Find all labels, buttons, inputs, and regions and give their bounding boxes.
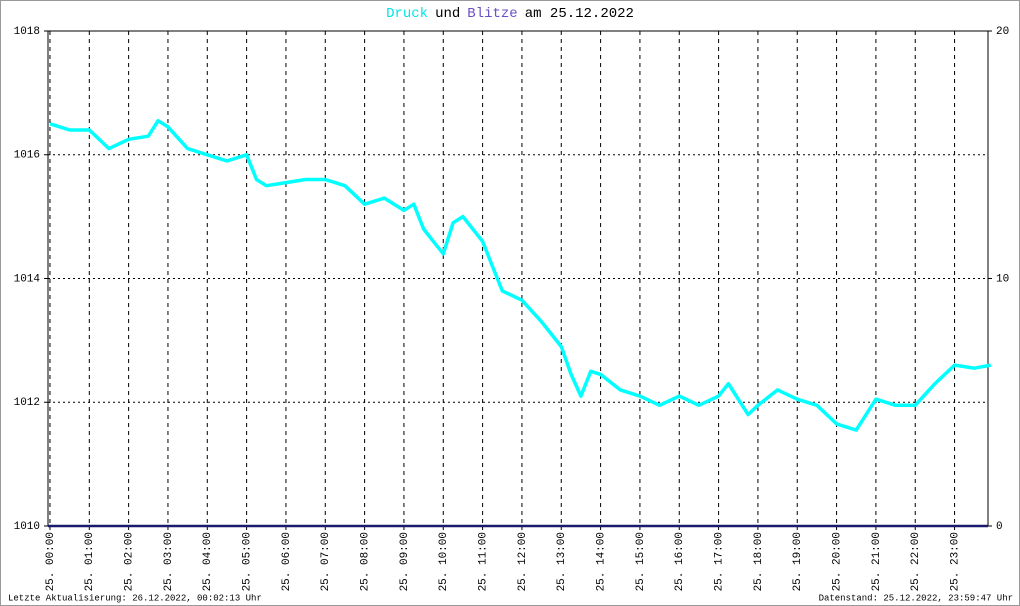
title-part: Blitze [467,6,517,22]
x-tick-label: 25. 11:00 [478,532,490,591]
x-tick-label: 25. 02:00 [124,532,136,591]
x-tick-label: 25. 09:00 [399,532,411,591]
y-tick-label: 1018 [14,26,40,38]
x-tick-label: 25. 20:00 [831,532,843,591]
x-tick-label: 25. 06:00 [281,532,293,591]
chart-title: Druck und Blitze am 25.12.2022 [386,6,634,22]
series-line [49,118,992,432]
title-part: und [435,6,460,22]
title-part: Druck [386,6,428,22]
x-tick-label: 25. 10:00 [438,532,450,591]
x-tick-label: 25. 08:00 [360,532,372,591]
x-tick-label: 25. 23:00 [949,532,961,591]
x-tick-label: 25. 01:00 [84,532,96,591]
x-tick-label: 25. 00:00 [45,532,57,591]
x-tick-label: 25. 17:00 [713,532,725,591]
x-tick-label: 25. 14:00 [596,532,608,591]
x-tick-label: 25. 15:00 [635,532,647,591]
x-tick-label: 25. 12:00 [517,532,529,591]
title-part: am 25.12.2022 [525,6,634,22]
y-tick-label: 1016 [14,150,40,162]
footer-right: Datenstand: 25.12.2022, 23:59:47 Uhr [819,593,1013,603]
x-tick-label: 25. 18:00 [753,532,765,591]
x-tick-label: 25. 03:00 [163,532,175,591]
y-tick-label: 1014 [14,273,41,285]
x-tick-label: 25. 05:00 [242,532,254,591]
footer-left: Letzte Aktualisierung: 26.12.2022, 00:02… [8,593,262,603]
x-tick-label: 25. 16:00 [674,532,686,591]
x-tick-label: 25. 07:00 [320,532,332,591]
x-tick-label: 25. 13:00 [556,532,568,591]
y-tick-label: 1012 [14,397,40,409]
x-tick-label: 25. 04:00 [202,532,214,591]
x-tick-label: 25. 22:00 [910,532,922,591]
y2-tick-label: 20 [996,26,1009,38]
y2-tick-label: 10 [996,273,1009,285]
x-tick-label: 25. 19:00 [792,532,804,591]
y2-tick-label: 0 [996,521,1003,533]
y-tick-label: 1010 [14,521,40,533]
x-tick-label: 25. 21:00 [871,532,883,591]
